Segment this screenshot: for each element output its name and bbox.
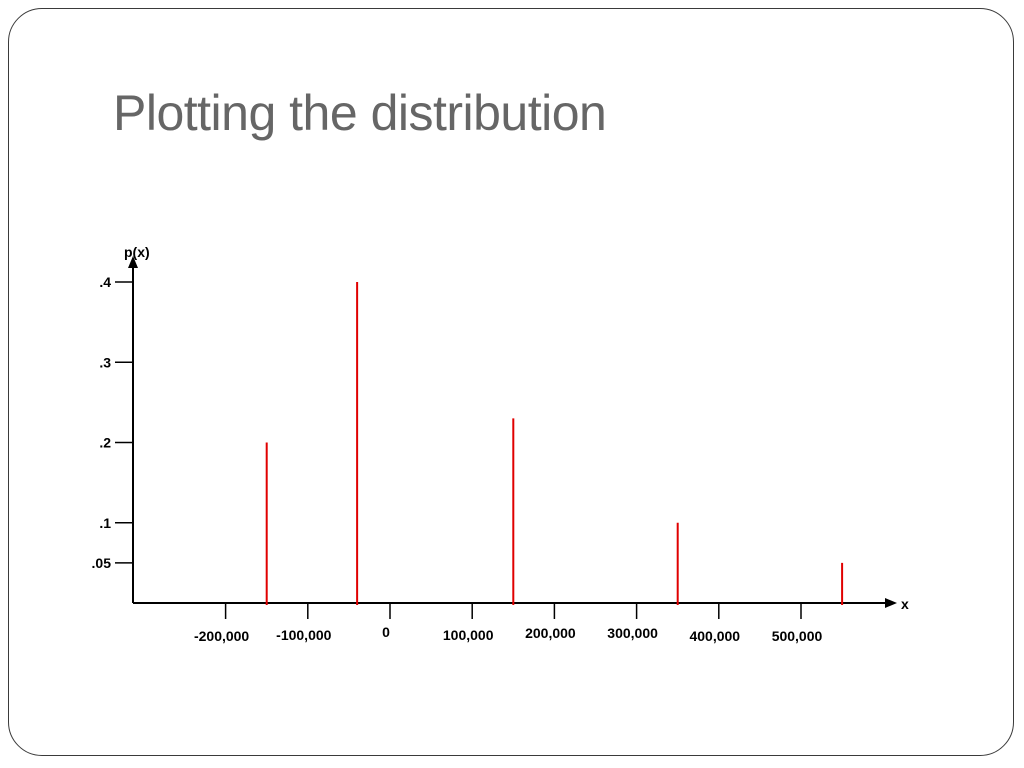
x-axis-arrow xyxy=(885,598,897,608)
x-tick-label: -100,000 xyxy=(276,627,331,643)
x-tick-label: 300,000 xyxy=(607,625,658,641)
x-axis-label: x xyxy=(901,596,909,612)
x-tick-label: 200,000 xyxy=(525,625,576,641)
y-axis-label: p(x) xyxy=(124,244,150,260)
x-tick-label: 400,000 xyxy=(689,628,740,644)
chart-bars xyxy=(265,282,844,605)
slide-title: Plotting the distribution xyxy=(113,85,607,141)
x-tick-label: 100,000 xyxy=(443,627,494,643)
chart-axes xyxy=(115,256,897,619)
y-tick-label: .4 xyxy=(99,274,111,290)
y-tick-label: .2 xyxy=(99,435,111,451)
y-tick-label: .3 xyxy=(99,354,111,370)
x-tick-label: 500,000 xyxy=(772,628,823,644)
chart-labels: x p(x) -200,000 -100,000 0 100,000 200,000 300,… xyxy=(92,244,909,644)
y-axis-arrow xyxy=(128,256,138,268)
y-tick-label: .05 xyxy=(92,555,112,571)
slide-frame xyxy=(8,8,1014,756)
x-tick-label: -200,000 xyxy=(194,628,249,644)
y-tick-label: .1 xyxy=(99,515,111,531)
x-tick-label: 0 xyxy=(382,624,390,640)
